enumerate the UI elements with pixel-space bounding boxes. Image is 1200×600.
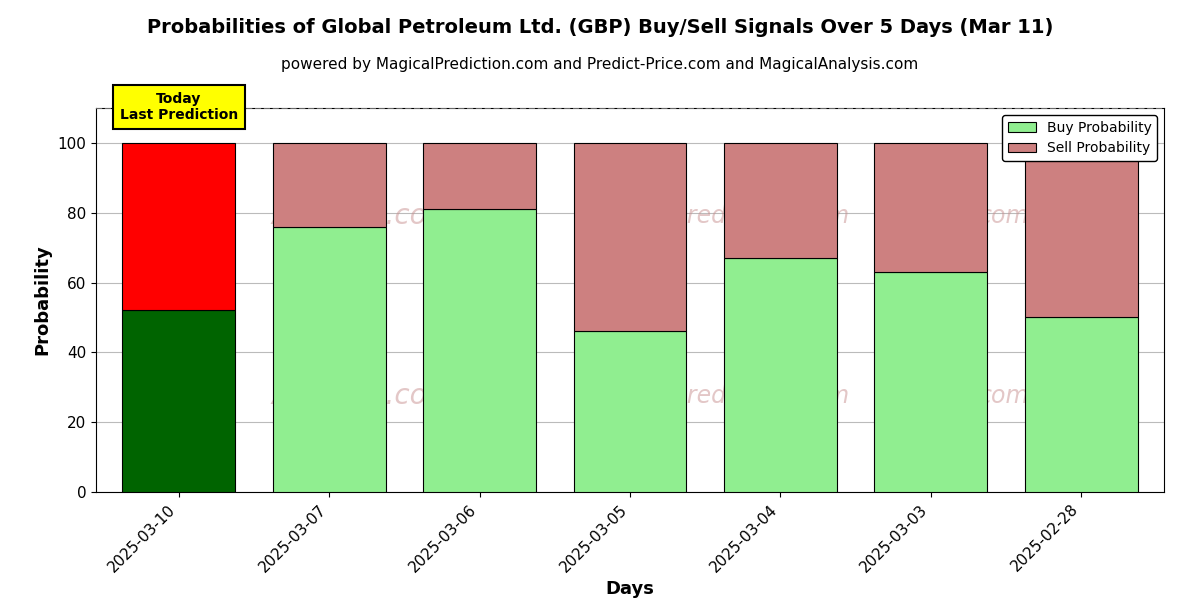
Bar xyxy=(272,227,385,492)
Text: Analysis.com: Analysis.com xyxy=(271,382,455,410)
Bar xyxy=(724,143,836,258)
Text: com: com xyxy=(978,384,1030,408)
Bar xyxy=(724,258,836,492)
Text: Probabilities of Global Petroleum Ltd. (GBP) Buy/Sell Signals Over 5 Days (Mar 1: Probabilities of Global Petroleum Ltd. (… xyxy=(146,18,1054,37)
Text: Analysis.com: Analysis.com xyxy=(271,202,455,230)
Text: com: com xyxy=(978,203,1030,227)
Bar xyxy=(424,209,536,492)
Text: Today
Last Prediction: Today Last Prediction xyxy=(120,92,238,122)
Y-axis label: Probability: Probability xyxy=(34,245,52,355)
Bar xyxy=(574,143,686,331)
Bar xyxy=(424,143,536,209)
Bar xyxy=(1025,143,1138,317)
Bar xyxy=(875,143,988,272)
Bar xyxy=(875,272,988,492)
Bar xyxy=(122,143,235,310)
Text: powered by MagicalPrediction.com and Predict-Price.com and MagicalAnalysis.com: powered by MagicalPrediction.com and Pre… xyxy=(281,57,919,72)
X-axis label: Days: Days xyxy=(606,580,654,598)
Bar xyxy=(574,331,686,492)
Bar xyxy=(122,310,235,492)
Legend: Buy Probability, Sell Probability: Buy Probability, Sell Probability xyxy=(1002,115,1157,161)
Text: MagicalPrediction.com: MagicalPrediction.com xyxy=(582,203,850,227)
Bar xyxy=(1025,317,1138,492)
Text: MagicalPrediction.com: MagicalPrediction.com xyxy=(582,384,850,408)
Bar xyxy=(272,143,385,227)
